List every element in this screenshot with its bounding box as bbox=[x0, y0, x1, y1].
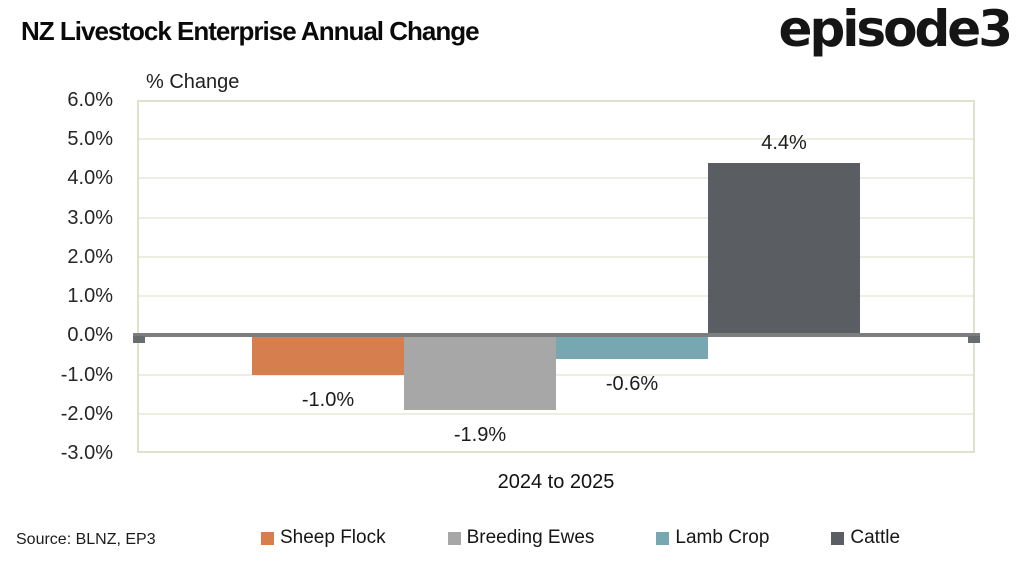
legend-marker-icon bbox=[831, 531, 845, 545]
chart-title: NZ Livestock Enterprise Annual Change bbox=[21, 16, 480, 46]
y-tick-label: -3.0% bbox=[60, 442, 113, 464]
legend: Sheep Flock Breeding Ewes Lamb Crop Cattle bbox=[137, 527, 1024, 549]
bar-sheep-flock bbox=[252, 335, 404, 375]
data-label-breeding-ewes: -1.9% bbox=[453, 423, 507, 446]
gridline bbox=[139, 373, 973, 376]
legend-item-sheep-flock: Sheep Flock bbox=[260, 527, 386, 549]
gridline bbox=[139, 255, 973, 258]
y-tick-label: 2.0% bbox=[67, 245, 113, 268]
episode3-logo: episode3 bbox=[778, 0, 1013, 58]
x-axis-category-label: 2024 to 2025 bbox=[497, 471, 615, 493]
y-tick-label: 1.0% bbox=[67, 285, 113, 308]
data-label-lamb-crop: -0.6% bbox=[605, 372, 659, 395]
gridline bbox=[139, 138, 973, 141]
bar-lamb-crop bbox=[556, 335, 708, 359]
y-tick-label: 3.0% bbox=[67, 206, 113, 229]
y-tick-label: -2.0% bbox=[60, 402, 113, 425]
y-tick-label: 6.0% bbox=[67, 89, 113, 111]
legend-marker-icon bbox=[656, 531, 670, 545]
gridline bbox=[139, 412, 973, 415]
x-axis-line-right-cap bbox=[968, 336, 980, 343]
data-label-sheep-flock: -1.0% bbox=[301, 388, 355, 411]
y-axis-title: % Change bbox=[146, 71, 240, 93]
y-tick-label: -1.0% bbox=[60, 363, 113, 386]
legend-marker-icon bbox=[447, 531, 461, 545]
y-tick-label: 4.0% bbox=[67, 167, 113, 190]
gridline bbox=[139, 177, 973, 180]
bar-cattle bbox=[708, 162, 860, 336]
gridline bbox=[139, 295, 973, 298]
source-note: Source: BLNZ, EP3 bbox=[16, 531, 156, 548]
y-tick-label: 5.0% bbox=[67, 128, 113, 151]
gridline bbox=[139, 216, 973, 219]
bar-breeding-ewes bbox=[404, 335, 556, 410]
legend-label: Sheep Flock bbox=[279, 527, 386, 548]
data-label-cattle: 4.4% bbox=[761, 131, 807, 154]
legend-item-cattle: Cattle bbox=[831, 527, 900, 549]
x-axis-line bbox=[133, 333, 980, 337]
legend-item-breeding-ewes: Breeding Ewes bbox=[447, 527, 595, 549]
y-tick-label: 0.0% bbox=[67, 324, 113, 347]
legend-label: Breeding Ewes bbox=[466, 527, 595, 548]
legend-label: Cattle bbox=[850, 527, 901, 548]
legend-item-lamb-crop: Lamb Crop bbox=[656, 527, 769, 549]
legend-marker-icon bbox=[260, 531, 274, 545]
x-axis-line-left-cap bbox=[133, 336, 145, 343]
legend-label: Lamb Crop bbox=[675, 527, 770, 548]
